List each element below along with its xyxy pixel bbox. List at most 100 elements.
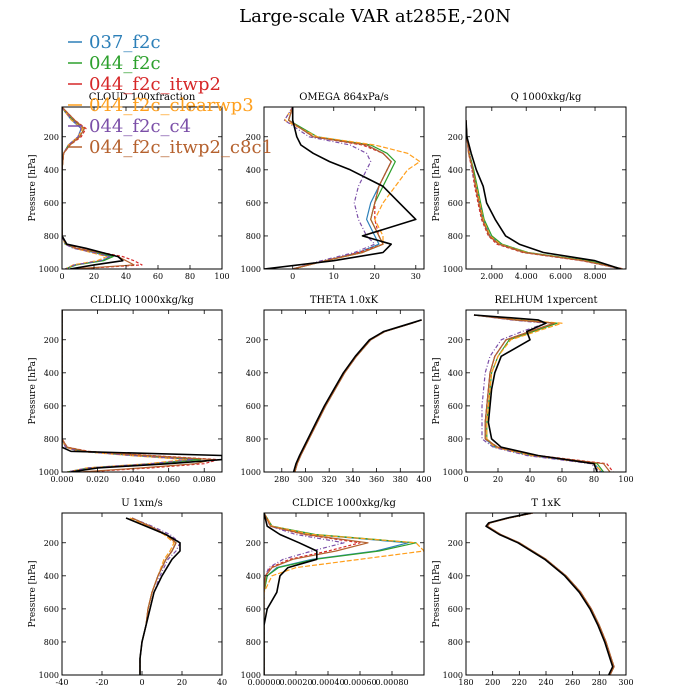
series-line-037_f2c	[62, 310, 196, 472]
y-tick-label: 200	[44, 539, 59, 548]
series-line-obs	[473, 314, 598, 472]
series-line-044_f2c_itwp2	[294, 319, 422, 472]
y-tick-label: 600	[44, 199, 59, 208]
series-line-obs	[125, 517, 181, 675]
x-tick-label: 280	[592, 678, 607, 687]
y-tick-label: 1000	[241, 468, 261, 477]
plot-frame	[465, 106, 627, 270]
y-tick-label: 400	[44, 166, 59, 175]
x-tick-label: -20	[96, 678, 109, 687]
x-tick-label: 100	[214, 272, 229, 281]
series-line-044_f2c_itwp2	[131, 517, 177, 675]
x-tick-label: 6.000	[549, 272, 572, 281]
y-tick-label: 400	[448, 572, 463, 581]
y-tick-label: 200	[246, 133, 261, 142]
series-line-044_f2c_clearwp3	[129, 517, 175, 675]
x-tick-label: 0.00040	[311, 678, 344, 687]
x-tick-label: 40	[525, 475, 535, 484]
x-tick-label: 10	[329, 272, 339, 281]
panel-7: -40 -20 0 20 40 200 400 600 800 1000 U 1xm/s Pressu…	[28, 498, 227, 687]
series-line-044_f2c_itwp2_c8c1	[131, 517, 177, 675]
x-tick-label: 20	[177, 678, 187, 687]
series-line-044_f2c	[62, 310, 202, 472]
y-tick-label: 600	[246, 402, 261, 411]
x-tick-label: 360	[369, 475, 384, 484]
legend-item: 044_f2c_c4	[68, 116, 191, 137]
y-tick-label: 200	[246, 539, 261, 548]
plot-frame	[61, 309, 223, 473]
x-tick-label: 0	[290, 272, 295, 281]
x-tick-label: 0.000	[51, 475, 74, 484]
series-line-044_f2c_itwp2	[466, 120, 625, 269]
series-line-044_f2c_itwp2_c8c1	[486, 513, 615, 675]
series-line-044_f2c	[473, 314, 605, 472]
x-tick-label: 0	[139, 678, 144, 687]
series-line-044_f2c_clearwp3	[264, 513, 424, 675]
series-line-044_f2c_itwp2_c8c1	[473, 314, 611, 472]
panel-title: RELHUM 1xpercent	[494, 295, 597, 306]
y-tick-label: 800	[44, 638, 59, 647]
x-tick-label: 300	[618, 678, 633, 687]
plot-frame	[465, 512, 627, 676]
y-tick-label: 200	[44, 133, 59, 142]
x-tick-label: 320	[322, 475, 337, 484]
y-tick-label: 400	[44, 369, 59, 378]
y-axis-label: Pressure [hPa]	[432, 560, 442, 627]
y-tick-label: 400	[44, 572, 59, 581]
x-tick-label: 300	[298, 475, 313, 484]
plot-frame	[263, 309, 425, 473]
x-tick-label: 4.000	[515, 272, 538, 281]
legend: 037_f2c044_f2c044_f2c_itwp2044_f2c_clear…	[68, 32, 273, 158]
x-tick-label: 20	[370, 272, 380, 281]
y-tick-label: 1000	[443, 468, 463, 477]
panel-2: 0 10 20 30 200 400 600 800 1000 OMEGA 864xPa/s	[241, 92, 425, 281]
panel-title: THETA 1.0xK	[310, 295, 379, 306]
panel-lines	[466, 120, 625, 269]
y-tick-label: 800	[448, 435, 463, 444]
x-tick-label: 60	[557, 475, 567, 484]
panel-lines	[264, 513, 424, 675]
series-line-037_f2c	[466, 120, 621, 269]
y-tick-label: 1000	[443, 265, 463, 274]
x-tick-label: 0	[463, 475, 468, 484]
legend-item: 044_f2c_clearwp3	[68, 95, 254, 116]
y-tick-label: 200	[448, 133, 463, 142]
series-line-044_f2c_itwp2_c8c1	[288, 107, 392, 269]
y-tick-label: 1000	[443, 671, 463, 680]
series-line-044_f2c_clearwp3	[62, 310, 187, 472]
panel-lines	[485, 513, 615, 675]
x-tick-label: 220	[512, 678, 527, 687]
series-line-044_f2c_itwp2	[62, 310, 219, 472]
series-line-044_f2c_clearwp3	[473, 314, 603, 472]
x-tick-label: 80	[589, 475, 599, 484]
panel-lines	[62, 310, 222, 472]
series-line-obs	[485, 513, 614, 675]
series-line-044_f2c_c4	[62, 310, 195, 472]
panel-lines	[292, 319, 422, 472]
legend-label: 044_f2c_clearwp3	[89, 95, 254, 116]
series-line-obs	[62, 107, 124, 269]
y-tick-label: 200	[44, 336, 59, 345]
y-axis-label: Pressure [hPa]	[28, 357, 38, 424]
x-tick-label: 0.060	[157, 475, 180, 484]
x-tick-label: 0.00060	[343, 678, 376, 687]
y-tick-label: 800	[246, 232, 261, 241]
x-tick-label: 60	[153, 272, 163, 281]
x-tick-label: 0.040	[122, 475, 145, 484]
x-tick-label: 380	[393, 475, 408, 484]
series-line-044_f2c_c4	[264, 513, 345, 675]
x-tick-label: 0	[59, 272, 64, 281]
panel-title: CLDICE 1000xkg/kg	[292, 498, 396, 509]
panel-9: 180 200 220 240 260 280 300 200 400 600 800 1000 T 1…	[432, 498, 634, 687]
panel-6: 0 20 40 60 80 100 200 400 600 800 1000 RELHUM 1xper…	[432, 295, 634, 484]
x-tick-label: 260	[565, 678, 580, 687]
x-tick-label: -40	[56, 678, 69, 687]
x-tick-label: 0.00080	[375, 678, 408, 687]
x-tick-label: 240	[538, 678, 553, 687]
y-tick-label: 800	[246, 435, 261, 444]
legend-label: 044_f2c_itwp2	[89, 74, 221, 95]
y-tick-label: 400	[448, 166, 463, 175]
